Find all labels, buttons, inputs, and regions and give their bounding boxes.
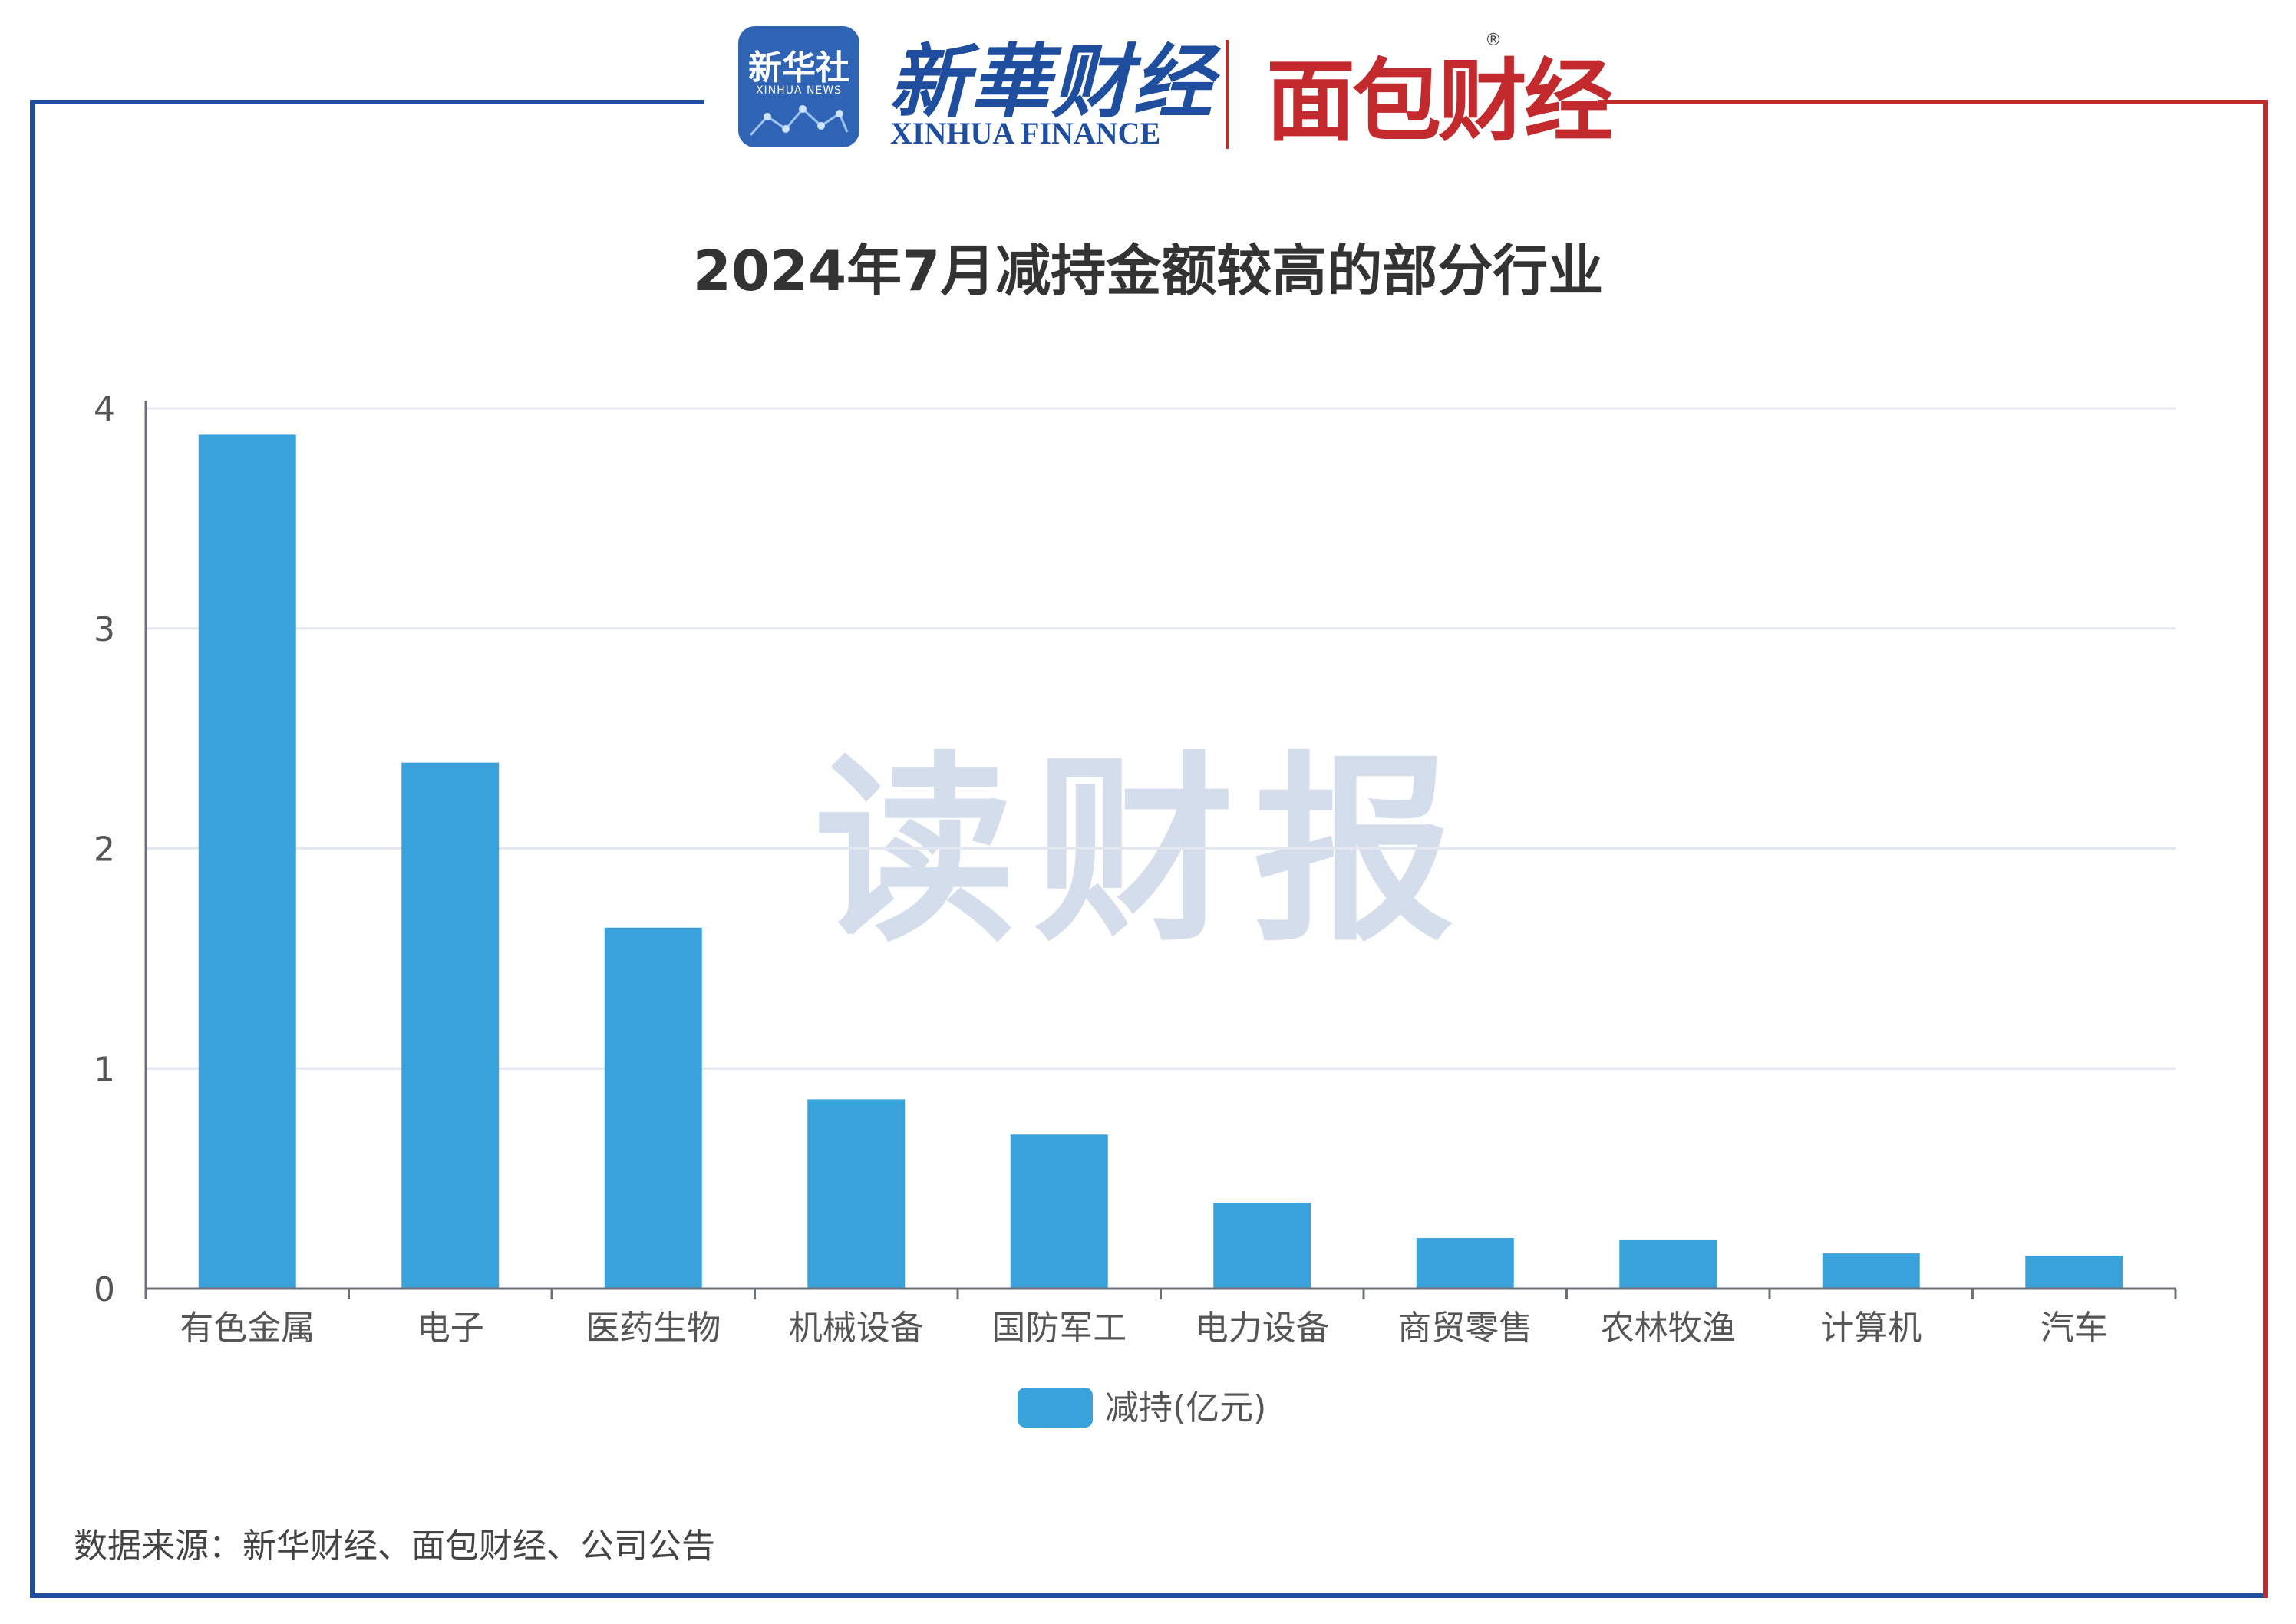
y-tick-label: 2 [94,830,115,870]
header: 新华社 XINHUA NEWS 新華财经 XINHUA FINANCE 面包财经… [0,0,2296,177]
bar[interactable] [198,434,296,1289]
x-tick-label: 商贸零售 [1397,1309,1532,1348]
bar[interactable] [2025,1255,2123,1289]
bar[interactable] [401,762,500,1289]
x-tick-label: 医药生物 [586,1309,721,1348]
logo-separator [1226,40,1229,149]
legend-label[interactable]: 减持(亿元) [1105,1388,1266,1428]
x-tick-label: 农林牧渔 [1601,1309,1736,1348]
bar[interactable] [807,1099,906,1289]
x-tick-label: 计算机 [1820,1309,1922,1348]
x-tick-label: 汽车 [2040,1309,2108,1348]
y-tick-label: 0 [94,1270,115,1309]
x-tick-label: 国防军工 [991,1309,1127,1348]
mianbao-finance-logo: 面包财经 [1266,50,1613,153]
x-tick-label: 有色金属 [180,1309,315,1348]
bar[interactable] [1213,1203,1311,1289]
network-icon [749,105,849,137]
legend[interactable]: 减持(亿元) [1018,1388,1266,1428]
bar[interactable] [1822,1253,1920,1289]
x-tick-label: 电子 [417,1309,484,1348]
xinhua-news-logo: 新华社 XINHUA NEWS [738,26,859,147]
legend-swatch[interactable] [1018,1388,1093,1428]
watermark: 读财报 [814,734,1473,969]
xinhua-finance-logo-en: XINHUA FINANCE [890,116,1161,150]
chart-title: 2024年7月减持金额较高的部分行业 [693,239,1604,303]
y-tick-label: 1 [94,1050,115,1089]
bar[interactable] [1619,1239,1717,1289]
bar[interactable] [1010,1134,1108,1289]
x-axis: 有色金属 电子 医药生物 机械设备 国防军工 电力设备 商贸零售 农林牧渔 计算机 汽车 [144,401,2177,1348]
bar[interactable] [1416,1238,1514,1289]
x-tick-label: 电力设备 [1195,1309,1330,1348]
bar[interactable] [604,927,702,1289]
registered-mark: ® [1485,31,1502,50]
y-axis-ticks: 0 1 2 3 4 [94,390,115,1309]
source-note: 数据来源：新华财经、面包财经、公司公告 [74,1527,715,1566]
xinhua-finance-logo-cn: 新華财经 [889,35,1215,129]
y-tick-label: 3 [94,610,115,649]
xinhua-badge-en: XINHUA NEWS [755,84,843,97]
xinhua-badge-cn: 新华社 [748,48,849,87]
bars [198,434,2123,1289]
y-tick-label: 4 [94,390,115,429]
x-tick-label: 机械设备 [789,1309,924,1348]
